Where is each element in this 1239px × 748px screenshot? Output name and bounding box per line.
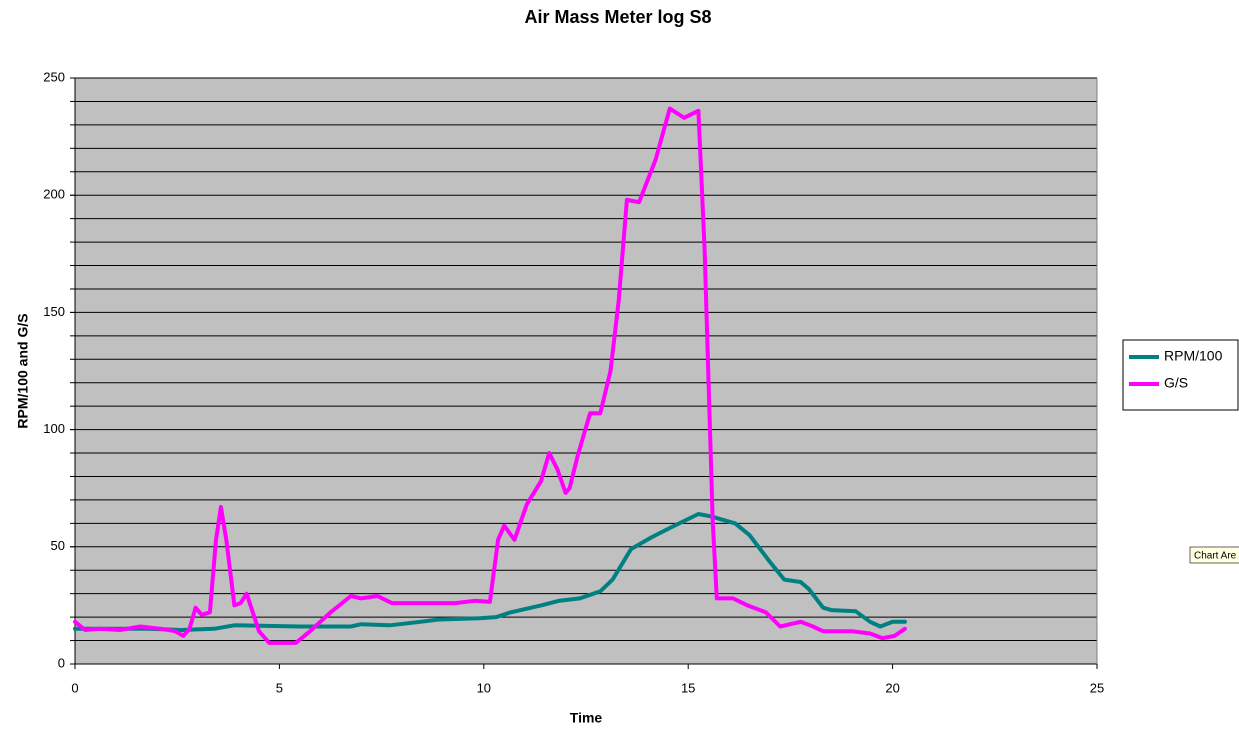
plot-area bbox=[75, 78, 1097, 664]
chart-title: Air Mass Meter log S8 bbox=[524, 7, 711, 27]
y-tick-label: 150 bbox=[43, 304, 65, 319]
line-series bbox=[73, 512, 907, 632]
y-tick-label: 100 bbox=[43, 421, 65, 436]
x-tick-label: 20 bbox=[885, 680, 899, 695]
y-axis-title: RPM/100 and G/S bbox=[15, 313, 31, 428]
x-axis-title: Time bbox=[570, 710, 603, 726]
x-tick-label: 5 bbox=[276, 680, 283, 695]
y-tick-label: 200 bbox=[43, 187, 65, 202]
tooltip-box bbox=[1189, 546, 1239, 564]
y-tick-label: 50 bbox=[51, 538, 65, 553]
line-series bbox=[73, 106, 907, 645]
y-tick-label: 250 bbox=[43, 69, 65, 84]
x-tick-label: 15 bbox=[681, 680, 695, 695]
legend-label: G/S bbox=[1164, 375, 1188, 391]
tooltip: Chart Are bbox=[1194, 551, 1237, 562]
legend-box bbox=[1122, 339, 1239, 411]
legend-label: RPM/100 bbox=[1164, 348, 1223, 364]
x-tick-label: 10 bbox=[477, 680, 491, 695]
y-tick-label: 0 bbox=[58, 655, 65, 670]
x-tick-label: 25 bbox=[1090, 680, 1104, 695]
x-tick-label: 0 bbox=[71, 680, 78, 695]
